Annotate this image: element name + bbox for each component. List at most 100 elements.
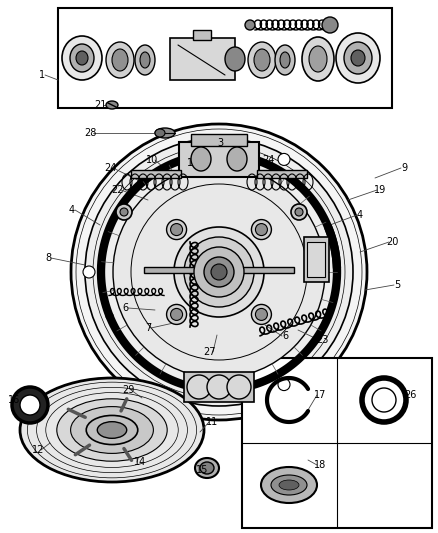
Text: 4: 4: [69, 205, 75, 215]
Ellipse shape: [261, 467, 317, 503]
Ellipse shape: [251, 220, 272, 239]
Text: 14: 14: [134, 457, 146, 467]
Ellipse shape: [279, 480, 299, 490]
Ellipse shape: [322, 17, 338, 33]
Bar: [257, 170, 307, 178]
Ellipse shape: [351, 50, 365, 66]
Ellipse shape: [200, 462, 214, 474]
Bar: [191, 134, 247, 146]
Ellipse shape: [291, 204, 307, 220]
Ellipse shape: [85, 138, 353, 406]
Text: 9: 9: [401, 163, 407, 173]
Bar: [170, 38, 235, 80]
Ellipse shape: [155, 128, 175, 138]
Ellipse shape: [70, 44, 94, 72]
Ellipse shape: [62, 36, 102, 80]
Ellipse shape: [112, 49, 128, 71]
Ellipse shape: [166, 304, 187, 325]
Text: 24: 24: [262, 155, 274, 165]
Text: 20: 20: [386, 237, 398, 247]
Ellipse shape: [135, 45, 155, 75]
Ellipse shape: [116, 204, 132, 220]
Text: 27: 27: [204, 347, 216, 357]
Ellipse shape: [344, 42, 372, 74]
Text: 1: 1: [187, 158, 193, 168]
Text: 23: 23: [316, 335, 328, 345]
Ellipse shape: [113, 166, 325, 378]
Bar: [131, 170, 181, 178]
Ellipse shape: [71, 407, 153, 454]
Ellipse shape: [20, 395, 40, 415]
Bar: [184, 372, 254, 402]
Ellipse shape: [204, 257, 234, 287]
Bar: [179, 142, 259, 177]
Ellipse shape: [227, 147, 247, 171]
Ellipse shape: [207, 375, 231, 399]
Ellipse shape: [248, 42, 276, 78]
Text: 24: 24: [104, 163, 116, 173]
Ellipse shape: [225, 47, 245, 71]
Ellipse shape: [166, 220, 187, 239]
Ellipse shape: [187, 375, 211, 399]
Ellipse shape: [12, 387, 48, 423]
Ellipse shape: [227, 375, 251, 399]
Bar: [307, 242, 325, 277]
Ellipse shape: [309, 46, 327, 72]
Ellipse shape: [278, 154, 290, 165]
Ellipse shape: [106, 101, 118, 109]
Ellipse shape: [83, 266, 95, 278]
Text: 29: 29: [122, 385, 134, 395]
Text: 11: 11: [206, 417, 218, 427]
Bar: [193, 30, 211, 40]
Ellipse shape: [211, 264, 227, 280]
Ellipse shape: [170, 223, 183, 236]
Ellipse shape: [194, 247, 244, 297]
Ellipse shape: [191, 147, 211, 171]
Ellipse shape: [372, 388, 396, 412]
Bar: [304, 237, 329, 282]
Text: 28: 28: [84, 128, 96, 138]
Text: 6: 6: [122, 303, 128, 313]
Text: 22: 22: [112, 185, 124, 195]
Text: 4: 4: [357, 210, 363, 220]
Text: 18: 18: [314, 460, 326, 470]
Text: 3: 3: [217, 138, 223, 148]
Ellipse shape: [76, 51, 88, 65]
Text: 10: 10: [146, 155, 158, 165]
Ellipse shape: [245, 20, 255, 30]
Ellipse shape: [155, 129, 165, 137]
Text: 19: 19: [374, 185, 386, 195]
Text: 21: 21: [94, 100, 106, 110]
Ellipse shape: [106, 42, 134, 78]
Text: 8: 8: [45, 253, 51, 263]
Ellipse shape: [174, 227, 264, 317]
Bar: [144, 267, 294, 273]
Ellipse shape: [86, 415, 138, 445]
Ellipse shape: [271, 475, 307, 495]
Ellipse shape: [251, 304, 272, 325]
Ellipse shape: [336, 33, 380, 83]
Text: 12: 12: [32, 445, 44, 455]
Ellipse shape: [20, 378, 204, 482]
Ellipse shape: [140, 52, 150, 68]
Ellipse shape: [195, 458, 219, 478]
Text: 5: 5: [394, 280, 400, 290]
Ellipse shape: [170, 309, 183, 320]
Ellipse shape: [275, 45, 295, 75]
Ellipse shape: [97, 422, 127, 438]
Ellipse shape: [254, 49, 270, 71]
Ellipse shape: [184, 237, 254, 307]
Text: 16: 16: [8, 395, 20, 405]
Ellipse shape: [120, 208, 128, 216]
Ellipse shape: [278, 378, 290, 391]
Text: 7: 7: [145, 323, 151, 333]
Ellipse shape: [362, 378, 406, 422]
Ellipse shape: [280, 52, 290, 68]
Text: 15: 15: [196, 465, 208, 475]
Ellipse shape: [255, 223, 268, 236]
Ellipse shape: [302, 37, 334, 81]
Bar: [58, 8, 392, 108]
Bar: [242, 358, 432, 528]
Text: 1: 1: [39, 70, 45, 80]
Text: 6: 6: [282, 331, 288, 341]
